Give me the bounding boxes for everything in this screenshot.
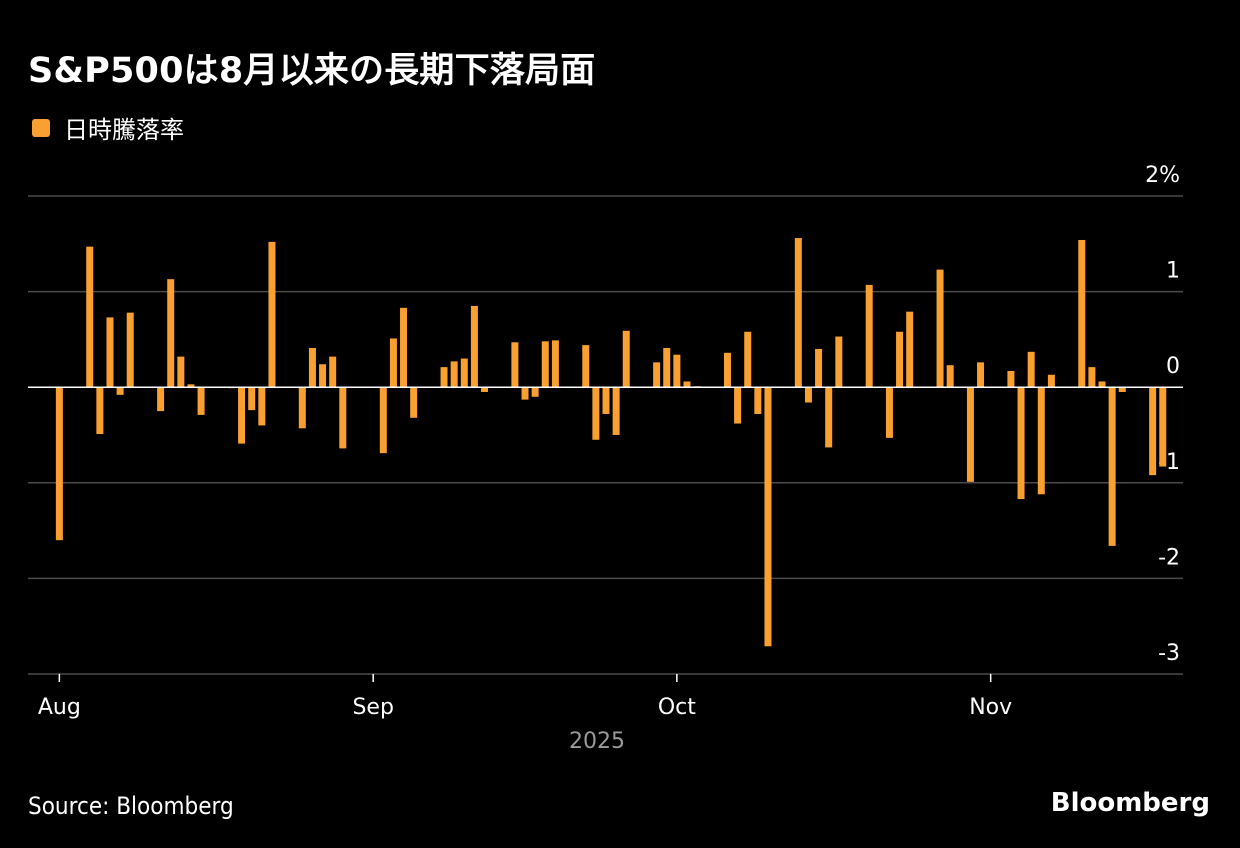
bar [268, 241, 276, 388]
bar [308, 348, 316, 388]
bar [157, 387, 165, 412]
y-tick-label: -3 [1158, 641, 1180, 666]
y-tick-label: 0 [1166, 354, 1180, 379]
bar [521, 387, 529, 400]
bar [734, 387, 742, 424]
bar [460, 358, 468, 388]
bar [1027, 351, 1035, 388]
bar [379, 387, 387, 454]
bar [551, 340, 559, 388]
bar [298, 387, 306, 429]
legend: 日時騰落率 [32, 110, 184, 145]
bar [977, 362, 985, 388]
x-tick-label: Sep [352, 695, 393, 720]
bar [126, 312, 134, 388]
bar [592, 387, 600, 440]
bar [663, 348, 671, 388]
source-note: Source: Bloomberg [28, 792, 234, 820]
bar [258, 387, 266, 426]
bar [885, 387, 893, 438]
bar [400, 307, 408, 388]
bar [1108, 387, 1116, 546]
y-tick-label: 2% [1145, 163, 1180, 188]
bar [531, 387, 539, 397]
bar [329, 356, 337, 388]
bar [511, 342, 519, 388]
bar [86, 246, 94, 388]
bar [106, 317, 114, 388]
bar [602, 387, 610, 414]
bar [936, 269, 944, 388]
bar [389, 338, 397, 388]
bar [683, 381, 691, 388]
bar [794, 238, 802, 388]
x-axis-label: 2025 [569, 729, 625, 754]
bar [1037, 387, 1045, 495]
bar [946, 365, 954, 388]
bar [440, 367, 448, 388]
bar [673, 354, 681, 388]
bar [541, 341, 549, 388]
bar [116, 387, 124, 395]
bar [1118, 387, 1126, 392]
bar [966, 387, 974, 482]
bar [825, 387, 833, 448]
bar [248, 387, 256, 411]
bar [1047, 374, 1055, 388]
x-tick-label: Oct [658, 695, 696, 720]
bar [1149, 387, 1157, 476]
bar [167, 279, 175, 388]
bar [896, 331, 904, 388]
bar [815, 348, 823, 388]
bar [1088, 367, 1096, 388]
bar [835, 336, 843, 388]
legend-label: 日時騰落率 [64, 116, 184, 144]
bar [612, 387, 620, 435]
bar [582, 345, 590, 388]
bar [177, 356, 185, 388]
bar [319, 364, 327, 388]
bar [1007, 370, 1015, 388]
bar [481, 387, 489, 392]
bar [1159, 387, 1167, 467]
y-tick-label: -2 [1158, 545, 1180, 570]
chart-title: S&P500は8月以来の長期下落局面 [28, 51, 596, 91]
bar [238, 387, 246, 444]
bar [865, 284, 873, 388]
y-tick-label: 1 [1166, 259, 1180, 284]
bar [1098, 381, 1106, 388]
bar [197, 387, 205, 415]
bar [906, 311, 914, 388]
bar [187, 384, 195, 388]
bar [1017, 387, 1025, 500]
bar [764, 387, 772, 647]
bar [96, 387, 104, 435]
bar [754, 387, 762, 414]
bar [723, 352, 731, 388]
bar [804, 387, 812, 403]
brand-logo: Bloomberg [1050, 788, 1210, 818]
bar [470, 305, 478, 388]
legend-swatch [32, 118, 50, 137]
x-tick-label: Aug [38, 695, 81, 720]
x-tick-label: Nov [969, 695, 1012, 720]
bar [55, 387, 63, 541]
bar [653, 362, 661, 388]
bar [744, 331, 752, 388]
bar [622, 330, 630, 388]
bar [410, 387, 418, 418]
bar [1078, 239, 1086, 388]
bar [339, 387, 347, 449]
bar [450, 361, 458, 388]
